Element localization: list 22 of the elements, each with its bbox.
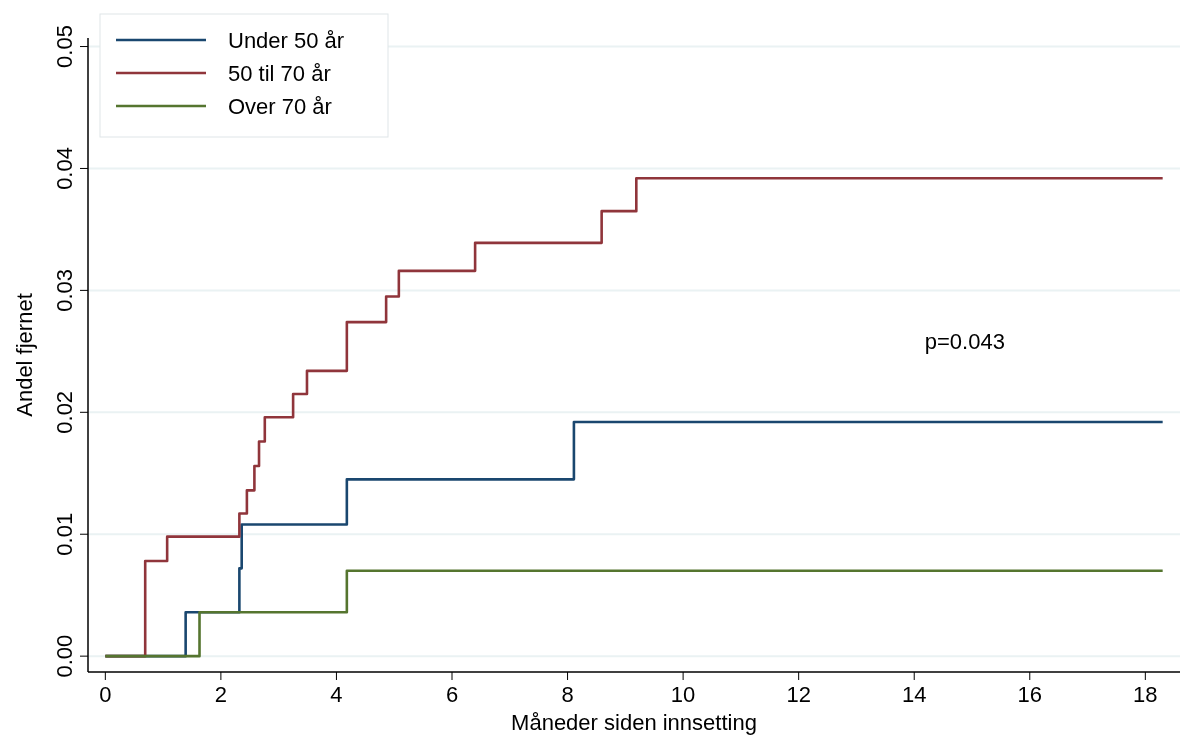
- y-tick-label: 0.05: [52, 25, 77, 68]
- y-axis-title: Andel fjernet: [12, 293, 37, 417]
- legend-label: Over 70 år: [228, 94, 332, 119]
- y-tick-label: 0.01: [52, 512, 77, 556]
- x-tick-label: 4: [330, 682, 343, 707]
- x-tick-label: 6: [445, 682, 459, 707]
- x-tick-label: 16: [1017, 682, 1043, 707]
- annotation: p=0.043: [924, 328, 1005, 354]
- legend-label: 50 til 70 år: [228, 61, 331, 86]
- x-tick-label: 18: [1133, 682, 1158, 707]
- x-tick-label: 10: [670, 682, 696, 707]
- x-tick-label: 2: [214, 682, 228, 707]
- x-tick-label: 0: [99, 682, 112, 707]
- y-tick-label: 0.02: [52, 390, 77, 434]
- y-tick-label: 0.00: [52, 634, 77, 678]
- x-tick-label: 14: [901, 682, 927, 707]
- x-tick-label: 8: [561, 682, 574, 707]
- legend-label: Under 50 år: [228, 28, 345, 53]
- y-tick-label: 0.04: [52, 147, 77, 190]
- x-tick-label: 12: [786, 682, 811, 707]
- x-axis-title: Måneder siden innsetting: [511, 710, 757, 735]
- y-tick-label: 0.03: [52, 268, 77, 312]
